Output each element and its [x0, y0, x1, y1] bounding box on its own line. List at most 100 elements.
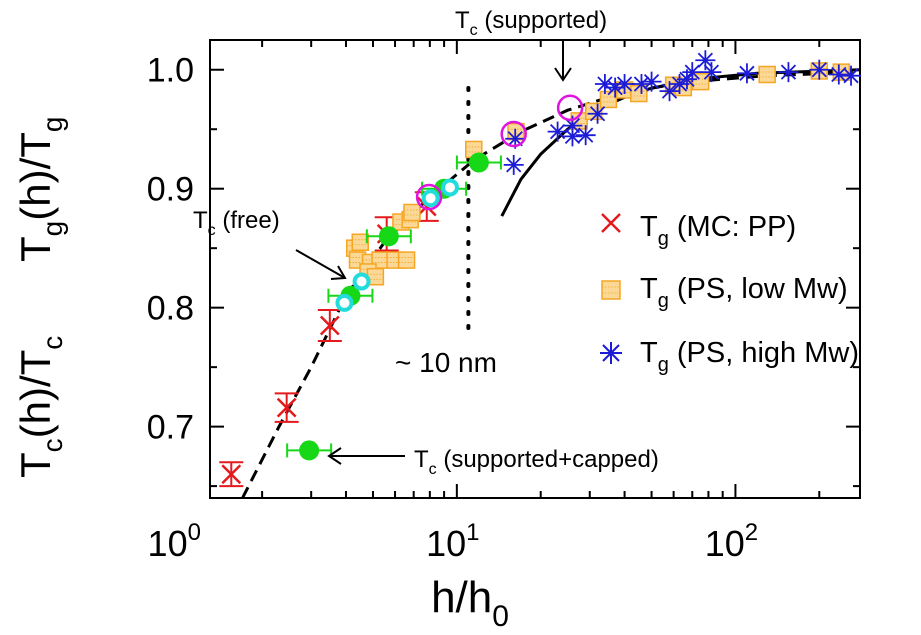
data-point-tc-free: [352, 272, 371, 291]
data-point-mc-pp: [317, 309, 342, 342]
asterisk-stroke: [811, 62, 827, 78]
legend-marker-ps-low: [601, 280, 621, 300]
data-point-ps-low: [403, 203, 421, 222]
data-point-ps-high: [682, 62, 703, 83]
asterisk-stroke: [780, 64, 797, 80]
data-point-tc-supported: [500, 120, 527, 148]
asterisk-stroke: [697, 52, 714, 68]
arrow-tc-supported: [554, 40, 572, 82]
square-marker: [351, 233, 369, 251]
legend-marker-ps-high: [600, 342, 622, 364]
data-point-ps-high: [778, 62, 799, 83]
x-axis-label: h/h0: [431, 573, 509, 633]
data-point-ps-low: [758, 65, 776, 84]
asterisk-stroke: [643, 73, 660, 90]
data-point-tc-supported: [415, 183, 443, 211]
axis-ticks: [210, 40, 860, 498]
data-point-tc-capped: [455, 152, 502, 173]
ring-marker: [440, 178, 459, 197]
y-tick-label: 1.0: [147, 52, 194, 90]
open-circle-marker: [500, 120, 527, 148]
ring-marker: [421, 189, 440, 208]
asterisk-stroke: [703, 64, 720, 80]
y-tick-labels: 0.7 0.8 0.9 1.0: [147, 52, 194, 447]
square-marker: [758, 65, 776, 84]
data-point-ps-high: [614, 74, 635, 95]
asterisk-stroke: [507, 131, 523, 147]
data-point-tc-free: [421, 189, 440, 208]
asterisk-stroke: [564, 118, 581, 134]
data-point-ps-high: [828, 64, 849, 85]
square-marker: [397, 251, 416, 269]
x-tick-label-base: 10: [426, 523, 466, 564]
series-x-errorbar: [219, 191, 439, 488]
data-point-tc-free: [440, 178, 459, 197]
data-point-ps-high: [562, 115, 583, 136]
asterisk-stroke: [684, 64, 700, 80]
data-point-ps-low: [397, 251, 416, 269]
asterisk-stroke: [607, 79, 623, 96]
filled-circle-marker: [299, 440, 320, 461]
asterisk-stroke: [843, 68, 859, 84]
data-point-tc-free: [335, 293, 354, 312]
x-tick-label-exponent: 1: [466, 519, 479, 546]
square-marker: [403, 203, 421, 222]
legend-marker-mc-pp: [601, 213, 621, 233]
data-point-ps-high: [587, 103, 608, 124]
arrow-tc-free: [295, 249, 347, 280]
asterisk-stroke: [564, 128, 581, 144]
legend-label-ps-high: Tg (PS, high Mw): [640, 337, 859, 376]
ring-marker: [335, 293, 354, 312]
data-point-ps-high: [841, 65, 862, 86]
asterisk-stroke: [597, 76, 613, 92]
annotation-tc-supported: Tc (supported): [455, 7, 607, 39]
x-tick-label: 102: [705, 519, 758, 564]
data-point-ps-high: [736, 63, 757, 84]
open-circle-marker: [415, 183, 443, 211]
asterisk-stroke: [578, 127, 594, 143]
x-marker: [221, 464, 242, 485]
x-marker: [276, 397, 297, 418]
asterisk-stroke: [831, 66, 847, 83]
arrow-tc-capped: [327, 447, 405, 465]
asterisk-stroke: [661, 83, 678, 99]
asterisk-stroke: [616, 76, 633, 92]
data-point-tc-capped: [286, 440, 333, 461]
filled-circle-marker: [378, 226, 399, 247]
y-axis-label-upper: Tg(h)/Tg: [12, 117, 68, 262]
legend: Tg (MC: PP) Tg (PS, low Mw) Tg (PS, high…: [600, 211, 859, 376]
data-point-ps-high: [809, 59, 830, 80]
data-point-ps-high: [701, 62, 722, 83]
series-open-circle: [415, 94, 584, 211]
x-tick-label-base: 10: [148, 523, 188, 564]
data-point-ps-high: [659, 81, 680, 102]
data-point-ps-high: [631, 74, 652, 95]
series-ring: [335, 178, 459, 312]
x-marker: [319, 315, 340, 336]
ring-marker: [352, 272, 371, 291]
data-point-mc-pp: [274, 392, 299, 423]
annotation-tc-capped: Tc (supported+capped): [414, 446, 659, 478]
y-tick-label: 0.8: [147, 290, 194, 328]
data-point-ps-low: [351, 233, 369, 251]
x-tick-label: 100: [148, 519, 201, 564]
square-marker: [599, 90, 618, 109]
data-point-ps-low: [599, 90, 618, 109]
series-circle-errorbar: [286, 152, 502, 461]
asterisk-stroke: [589, 106, 606, 122]
asterisk-stroke: [633, 76, 650, 92]
y-tick-label: 0.7: [147, 409, 194, 447]
plot-area-frame: [209, 39, 861, 499]
asterisk-stroke: [739, 65, 755, 81]
x-tick-label-exponent: 2: [745, 519, 758, 546]
data-series: [219, 50, 862, 488]
y-axis-label-lower: Tc(h)/Tc: [12, 336, 68, 478]
x-tick-labels: 100 101 102: [148, 519, 759, 564]
data-point-ps-high: [575, 125, 596, 146]
legend-label-ps-low: Tg (PS, low Mw): [640, 273, 848, 312]
filled-circle-marker: [468, 152, 489, 173]
data-point-ps-high: [641, 71, 662, 92]
data-point-ps-high: [503, 154, 524, 175]
x-tick-label-exponent: 0: [188, 519, 201, 546]
